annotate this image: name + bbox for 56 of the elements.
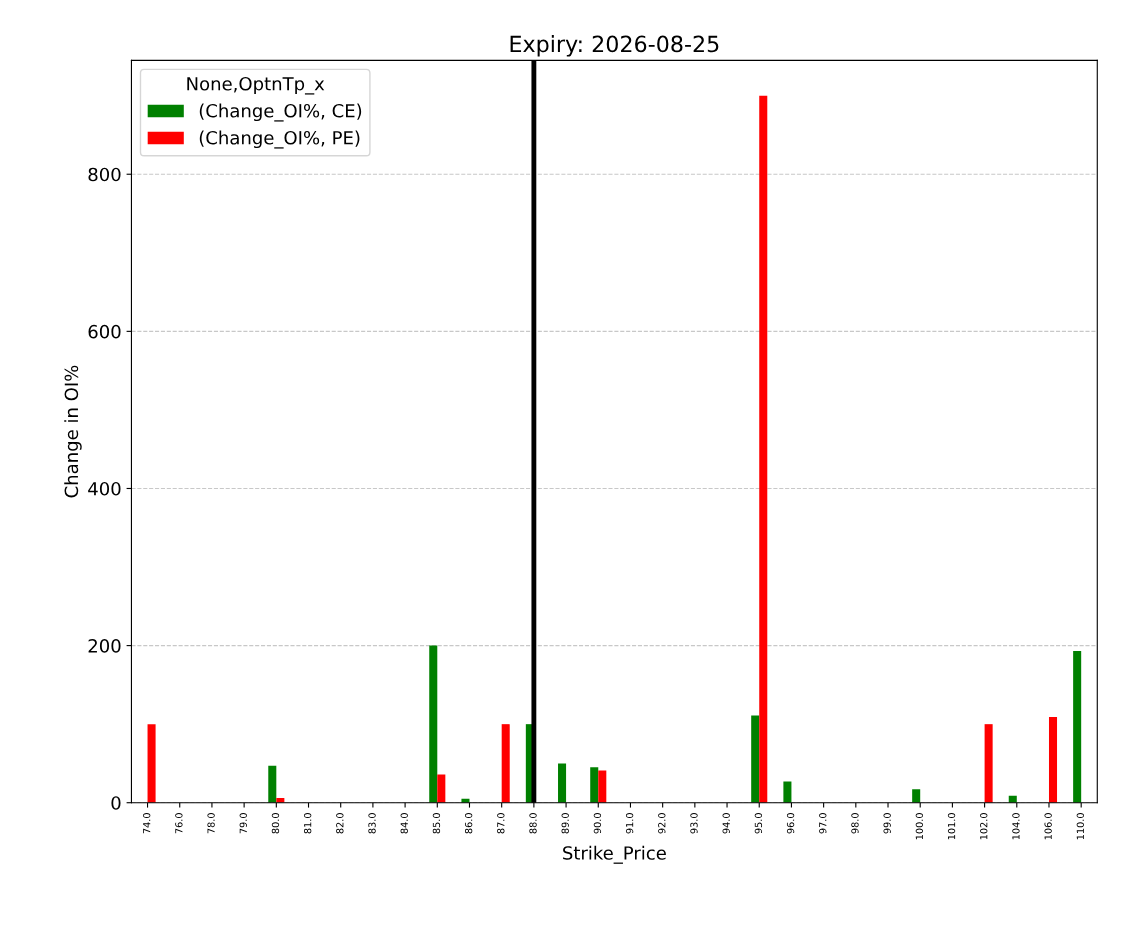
bar (783, 781, 792, 803)
bar (501, 724, 510, 803)
bar (759, 95, 768, 803)
y-axis-title: Change in OI% (64, 365, 82, 498)
bar (558, 763, 567, 803)
x-tick-label: 80.0 (271, 813, 280, 834)
x-tick-label: 97.0 (819, 813, 827, 834)
bar (590, 767, 599, 803)
x-tick-label: 83.0 (368, 813, 376, 834)
y-tick-label: 600 (88, 324, 121, 339)
x-tick-label: 88.0 (529, 813, 537, 834)
legend-label: (Change_OI%, CE) (199, 103, 362, 122)
bar (437, 774, 446, 803)
x-tick-label: 93.0 (690, 813, 698, 834)
x-tick-label: 76.0 (175, 813, 183, 834)
y-tick-label: 400 (88, 481, 121, 496)
bar (429, 645, 438, 803)
bar (1073, 651, 1082, 803)
x-tick-label: 94.0 (722, 813, 730, 834)
x-tick-label: 85.0 (432, 813, 441, 834)
x-tick-label: 98.0 (851, 813, 859, 834)
y-tick-label: 800 (88, 167, 121, 182)
x-tick-label: 106.0 (1044, 813, 1052, 840)
x-axis-title: Strike_Price (563, 845, 666, 864)
x-tick-label: 90.0 (593, 813, 602, 834)
x-tick-label: 89.0 (561, 813, 569, 834)
bar (1048, 717, 1058, 803)
legend-title: None,OptnTp_x (187, 76, 325, 95)
x-tick-label: 101.0 (947, 813, 956, 840)
x-tick-label: 95.0 (754, 813, 763, 834)
x-tick-label: 104.0 (1012, 813, 1020, 840)
x-tick-label: 96.0 (786, 813, 795, 834)
y-tick-label: 0 (111, 796, 121, 810)
bar (751, 715, 760, 803)
bar (984, 724, 993, 803)
x-tick-label: 87.0 (497, 813, 505, 834)
y-tick-label: 200 (88, 639, 121, 653)
x-tick-label: 79.0 (239, 813, 247, 834)
x-tick-label: 84.0 (400, 813, 408, 834)
bar (268, 765, 277, 803)
x-tick-label: 102.0 (980, 813, 988, 840)
bar (912, 789, 921, 803)
bar (598, 770, 607, 803)
x-tick-label: 91.0 (625, 813, 634, 834)
x-tick-label: 82.0 (336, 813, 344, 834)
x-tick-label: 78.0 (207, 813, 215, 834)
bar (147, 724, 156, 803)
x-tick-label: 86.0 (464, 813, 473, 834)
x-tick-label: 110.0 (1076, 813, 1084, 840)
x-tick-label: 100.0 (915, 813, 924, 840)
x-tick-label: 74.0 (143, 813, 151, 834)
x-tick-label: 99.0 (883, 813, 891, 834)
legend-label: (Change_OI%, PE) (199, 130, 360, 149)
x-tick-label: 92.0 (658, 813, 666, 834)
chart-title: Expiry: 2026-08-25 (510, 35, 719, 57)
x-tick-label: 81.0 (303, 813, 312, 834)
